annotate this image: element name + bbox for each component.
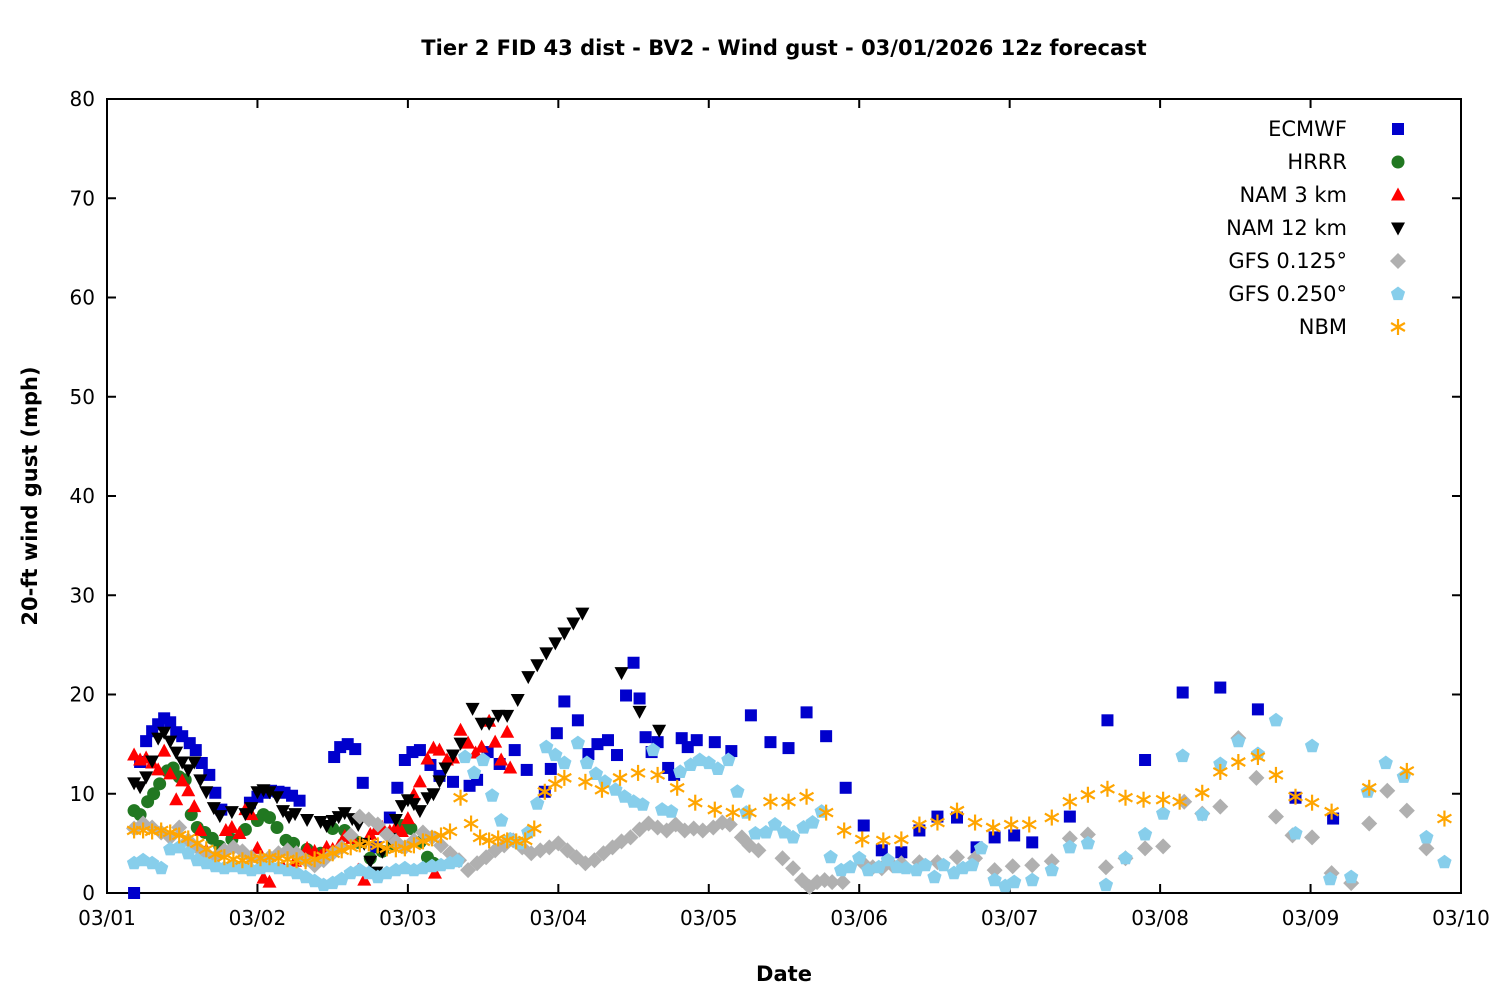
legend-entry-gfs-0-250: GFS 0.250° — [1228, 282, 1406, 306]
legend-label: NAM 3 km — [1239, 183, 1347, 207]
x-axis-title: Date — [756, 962, 812, 986]
y-tick-label: 30 — [70, 583, 95, 607]
chart-title: Tier 2 FID 43 dist - BV2 - Wind gust - 0… — [421, 36, 1147, 60]
legend-label: NAM 12 km — [1226, 216, 1347, 240]
series-nbm — [126, 749, 1452, 870]
y-tick-label: 20 — [70, 683, 95, 707]
x-tick-label: 03/08 — [1131, 906, 1189, 930]
legend-label: GFS 0.125° — [1228, 249, 1347, 273]
legend-label: HRRR — [1287, 150, 1347, 174]
legend-entry-nam-3-km: NAM 3 km — [1239, 183, 1405, 207]
legend-label: ECMWF — [1268, 117, 1347, 141]
x-tick-label: 03/04 — [530, 906, 588, 930]
legend-entry-ecmwf: ECMWF — [1268, 117, 1404, 141]
series-nam-12-km — [127, 607, 667, 880]
y-tick-label: 70 — [70, 186, 95, 210]
y-tick-label: 60 — [70, 286, 95, 310]
x-tick-label: 03/01 — [78, 906, 136, 930]
y-tick-label: 10 — [70, 782, 95, 806]
legend-label: NBM — [1299, 315, 1347, 339]
series-gfs-0-250 — [126, 712, 1452, 893]
legend-entry-gfs-0-125: GFS 0.125° — [1228, 249, 1406, 273]
x-tick-label: 03/10 — [1432, 906, 1490, 930]
legend-entry-nbm: NBM — [1299, 315, 1406, 339]
y-tick-label: 50 — [70, 385, 95, 409]
legend-entry-nam-12-km: NAM 12 km — [1226, 216, 1405, 240]
y-tick-label: 80 — [70, 87, 95, 111]
y-tick-label: 0 — [82, 881, 95, 905]
x-tick-label: 03/03 — [379, 906, 437, 930]
x-tick-label: 03/06 — [830, 906, 888, 930]
x-tick-label: 03/09 — [1282, 906, 1340, 930]
legend-entry-hrrr: HRRR — [1287, 150, 1405, 174]
x-tick-label: 03/05 — [680, 906, 738, 930]
x-tick-label: 03/07 — [981, 906, 1039, 930]
y-tick-label: 40 — [70, 484, 95, 508]
x-tick-label: 03/02 — [229, 906, 287, 930]
legend: ECMWF HRRR NAM 3 km NAM 12 km GFS 0.125° GFS … — [1226, 117, 1406, 339]
legend-label: GFS 0.250° — [1228, 282, 1347, 306]
axes — [106, 98, 1462, 894]
